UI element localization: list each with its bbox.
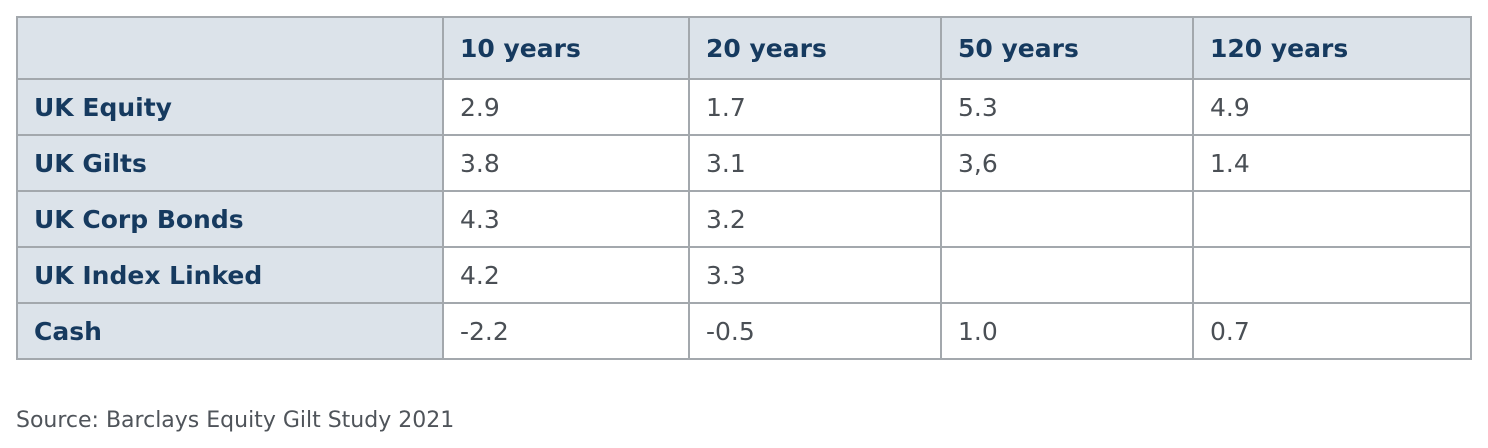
table-cell: 3.2 [688, 190, 942, 248]
table-cell [940, 246, 1194, 304]
table-cell: 0.7 [1192, 302, 1472, 360]
returns-table: 10 years 20 years 50 years 120 years UK … [16, 16, 1472, 360]
table-row: Cash -2.2 -0.5 1.0 0.7 [16, 302, 1472, 360]
table-cell: -0.5 [688, 302, 942, 360]
table-cell: 3.3 [688, 246, 942, 304]
row-label-cash: Cash [16, 302, 444, 360]
table-row: UK Gilts 3.8 3.1 3,6 1.4 [16, 134, 1472, 192]
table-cell: 4.9 [1192, 78, 1472, 136]
table-cell: 3.1 [688, 134, 942, 192]
table-cell: -2.2 [442, 302, 690, 360]
header-row: 10 years 20 years 50 years 120 years [16, 16, 1472, 80]
header-20-years: 20 years [688, 16, 942, 80]
table-cell: 3,6 [940, 134, 1194, 192]
table-cell: 5.3 [940, 78, 1194, 136]
table-cell [1192, 190, 1472, 248]
table-row: UK Index Linked 4.2 3.3 [16, 246, 1472, 304]
row-label-uk-corp-bonds: UK Corp Bonds [16, 190, 444, 248]
table-cell: 2.9 [442, 78, 690, 136]
header-corner-cell [16, 16, 444, 80]
table-cell: 4.2 [442, 246, 690, 304]
table-cell: 4.3 [442, 190, 690, 248]
row-label-uk-equity: UK Equity [16, 78, 444, 136]
table-cell: 1.7 [688, 78, 942, 136]
row-label-uk-gilts: UK Gilts [16, 134, 444, 192]
source-note: Source: Barclays Equity Gilt Study 2021 [16, 408, 455, 433]
header-120-years: 120 years [1192, 16, 1472, 80]
table-cell [1192, 246, 1472, 304]
table-row: UK Corp Bonds 4.3 3.2 [16, 190, 1472, 248]
table-cell: 3.8 [442, 134, 690, 192]
header-50-years: 50 years [940, 16, 1194, 80]
table-cell: 1.0 [940, 302, 1194, 360]
table-cell: 1.4 [1192, 134, 1472, 192]
header-10-years: 10 years [442, 16, 690, 80]
table-cell [940, 190, 1194, 248]
table-row: UK Equity 2.9 1.7 5.3 4.9 [16, 78, 1472, 136]
row-label-uk-index-linked: UK Index Linked [16, 246, 444, 304]
returns-table-container: 10 years 20 years 50 years 120 years UK … [16, 16, 1472, 360]
